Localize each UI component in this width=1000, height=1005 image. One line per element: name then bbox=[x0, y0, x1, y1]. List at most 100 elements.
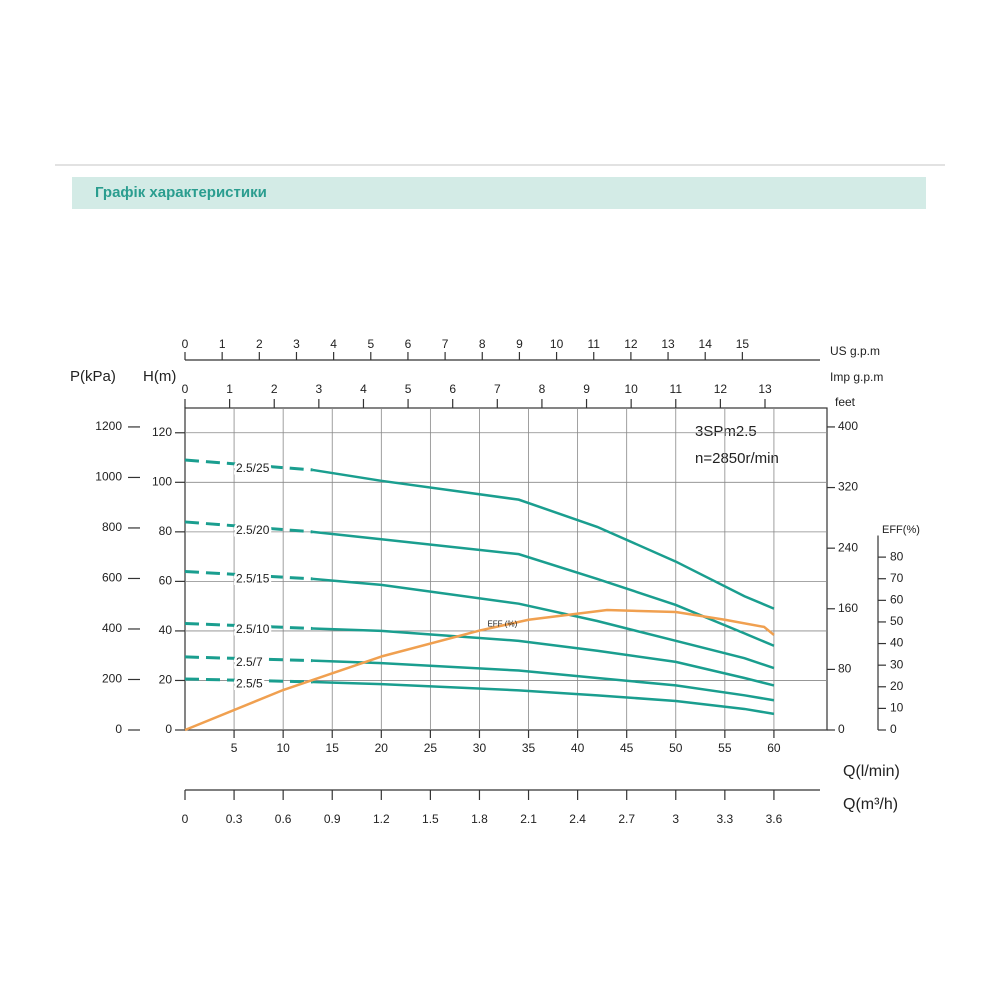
annotation: n=2850r/min bbox=[695, 450, 779, 467]
axis-tick-label: 15 bbox=[736, 337, 750, 351]
axis-tick-label: 1000 bbox=[95, 470, 122, 484]
axis-tick-label: 320 bbox=[838, 480, 858, 494]
header-title: Графік характеристики bbox=[95, 184, 267, 201]
curve-dashed bbox=[184, 520, 313, 534]
axis-tick-label: 50 bbox=[890, 614, 904, 628]
curve bbox=[312, 468, 775, 610]
axis-tick-label: 7 bbox=[442, 337, 449, 351]
axis-tick-label: 160 bbox=[838, 601, 858, 615]
axis-tick-label: 10 bbox=[550, 337, 564, 351]
x-axis-label: Q(l/min) bbox=[843, 763, 900, 780]
axis-tick-label: 2 bbox=[256, 337, 263, 351]
axis-tick-label: 800 bbox=[102, 520, 122, 534]
header-banner bbox=[72, 177, 926, 209]
x-tick-label: 35 bbox=[522, 741, 536, 755]
axis-tick-label: 3 bbox=[293, 337, 300, 351]
y-tick-label: 0 bbox=[165, 722, 172, 736]
axis-tick-label: 4 bbox=[360, 382, 367, 396]
axis-tick-label: 400 bbox=[102, 621, 122, 635]
curve bbox=[312, 627, 775, 687]
axis-tick-label: 10 bbox=[624, 382, 638, 396]
x-tick-label: 50 bbox=[669, 741, 683, 755]
axis-tick-label: 1 bbox=[226, 382, 233, 396]
axis-tick-label: 0 bbox=[182, 337, 189, 351]
axis-tick-label: 13 bbox=[758, 382, 772, 396]
curve-label: EFF (%) bbox=[487, 620, 517, 629]
curve bbox=[184, 608, 775, 732]
x-tick-label: 40 bbox=[571, 741, 585, 755]
axis-tick-label: 0.6 bbox=[275, 812, 292, 826]
axis-tick-label: 2.1 bbox=[520, 812, 537, 826]
curve bbox=[312, 659, 775, 702]
x-tick-label: 45 bbox=[620, 741, 634, 755]
axis-tick-label: 0 bbox=[838, 722, 845, 736]
axis-tick-label: 12 bbox=[624, 337, 638, 351]
axis-tick-label: 11 bbox=[588, 337, 601, 351]
axis-tick-label: 0 bbox=[182, 812, 189, 826]
curve-dashed bbox=[184, 677, 313, 684]
x-tick-label: 30 bbox=[473, 741, 487, 755]
axis-tick-label: 80 bbox=[890, 549, 904, 563]
axis-tick-label: 3.3 bbox=[717, 812, 734, 826]
plot-frame bbox=[184, 407, 828, 731]
axis-tick-label: 40 bbox=[890, 636, 904, 650]
curve-dashed bbox=[184, 655, 313, 663]
curve-dashed bbox=[184, 569, 313, 581]
curve-label: 2.5/7 bbox=[236, 655, 263, 669]
axis-label: feet bbox=[835, 395, 856, 409]
y-tick-label: 80 bbox=[159, 524, 173, 538]
x-tick-label: 10 bbox=[276, 741, 290, 755]
axis-label: US g.p.m bbox=[830, 344, 880, 358]
curve-dashed bbox=[184, 458, 313, 472]
axis-label: Q(m³/h) bbox=[843, 796, 898, 813]
axis-tick-label: 3 bbox=[672, 812, 679, 826]
axis-tick-label: 5 bbox=[405, 382, 412, 396]
curve-label: 2.5/25 bbox=[236, 461, 270, 475]
curve-label: 2.5/20 bbox=[236, 523, 270, 537]
axis-tick-label: 3 bbox=[316, 382, 323, 396]
axis-tick-label: 80 bbox=[838, 662, 852, 676]
curve bbox=[312, 530, 775, 647]
axis-tick-label: 2.4 bbox=[569, 812, 586, 826]
y-tick-label: 100 bbox=[152, 474, 172, 488]
axis-tick-label: 8 bbox=[539, 382, 546, 396]
axis-tick-label: 1.5 bbox=[422, 812, 439, 826]
curve-label: 2.5/5 bbox=[236, 677, 263, 691]
axis-tick-label: 0 bbox=[890, 722, 897, 736]
curve bbox=[312, 577, 775, 670]
axis-tick-label: 30 bbox=[890, 657, 904, 671]
y-tick-label: 20 bbox=[159, 673, 173, 687]
axis-tick-label: 9 bbox=[583, 382, 590, 396]
axis-tick-label: 3.6 bbox=[766, 812, 783, 826]
axis-tick-label: 200 bbox=[102, 672, 122, 686]
axis-label: EFF(%) bbox=[882, 524, 920, 536]
axis-tick-label: 20 bbox=[890, 679, 904, 693]
curve-label: 2.5/15 bbox=[236, 571, 270, 585]
axis-tick-label: 0 bbox=[182, 382, 189, 396]
axis-tick-label: 4 bbox=[330, 337, 337, 351]
axis-tick-label: 9 bbox=[516, 337, 523, 351]
axis-tick-label: 13 bbox=[661, 337, 675, 351]
x-tick-label: 25 bbox=[424, 741, 438, 755]
axis-tick-label: 8 bbox=[479, 337, 486, 351]
x-tick-label: 5 bbox=[231, 741, 238, 755]
curve bbox=[312, 680, 775, 716]
axis-tick-label: 70 bbox=[890, 571, 904, 585]
axis-tick-label: 1.2 bbox=[373, 812, 390, 826]
y-tick-label: 40 bbox=[159, 623, 173, 637]
x-tick-label: 55 bbox=[718, 741, 732, 755]
axis-tick-label: 240 bbox=[838, 540, 858, 554]
axis-tick-label: 7 bbox=[494, 382, 501, 396]
curve-label: 2.5/10 bbox=[236, 622, 270, 636]
x-tick-label: 60 bbox=[767, 741, 781, 755]
axis-tick-label: 1.8 bbox=[471, 812, 488, 826]
axis-tick-label: 11 bbox=[670, 382, 683, 396]
axis-tick-label: 6 bbox=[449, 382, 456, 396]
axis-tick-label: 400 bbox=[838, 419, 858, 433]
axis-tick-label: 6 bbox=[405, 337, 412, 351]
axis-tick-label: 0.3 bbox=[226, 812, 243, 826]
annotation: 3SPm2.5 bbox=[695, 423, 757, 440]
axis-tick-label: 14 bbox=[699, 337, 713, 351]
axis-tick-label: 5 bbox=[367, 337, 374, 351]
